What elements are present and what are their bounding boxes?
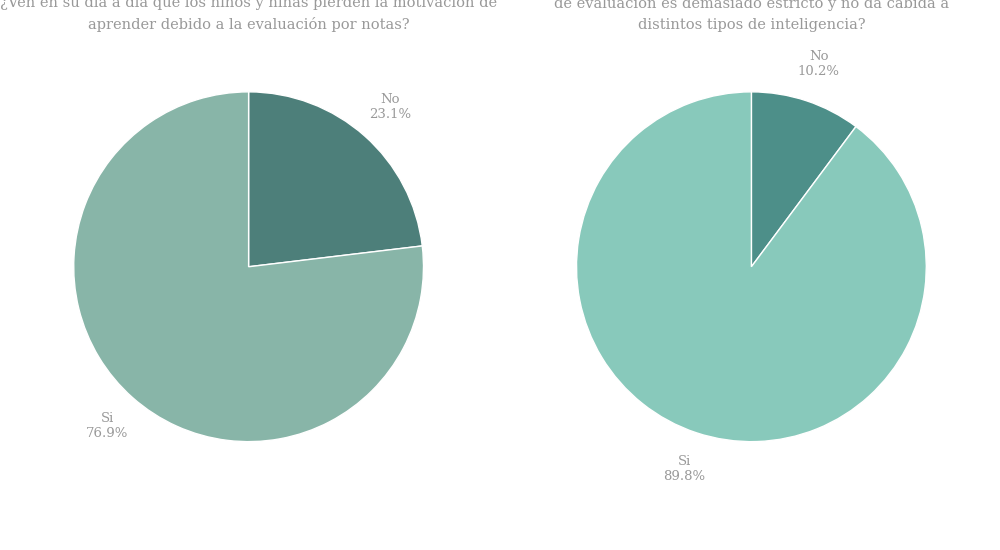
Text: Si
89.8%: Si 89.8% <box>663 455 705 483</box>
Wedge shape <box>577 92 926 442</box>
Wedge shape <box>74 92 423 442</box>
Title: ¿Ven en su dia a dia que los niños y niñas pierden la motivación de
aprender deb: ¿Ven en su dia a dia que los niños y niñ… <box>0 0 497 32</box>
Title: ¿Está el abandono escolar relacionado con que el sistema
de evaluación es demasi: ¿Está el abandono escolar relacionado co… <box>537 0 966 32</box>
Text: Si
76.9%: Si 76.9% <box>86 412 128 441</box>
Wedge shape <box>249 92 422 267</box>
Text: No
10.2%: No 10.2% <box>798 50 840 78</box>
Text: No
23.1%: No 23.1% <box>369 93 411 121</box>
Wedge shape <box>751 92 856 267</box>
